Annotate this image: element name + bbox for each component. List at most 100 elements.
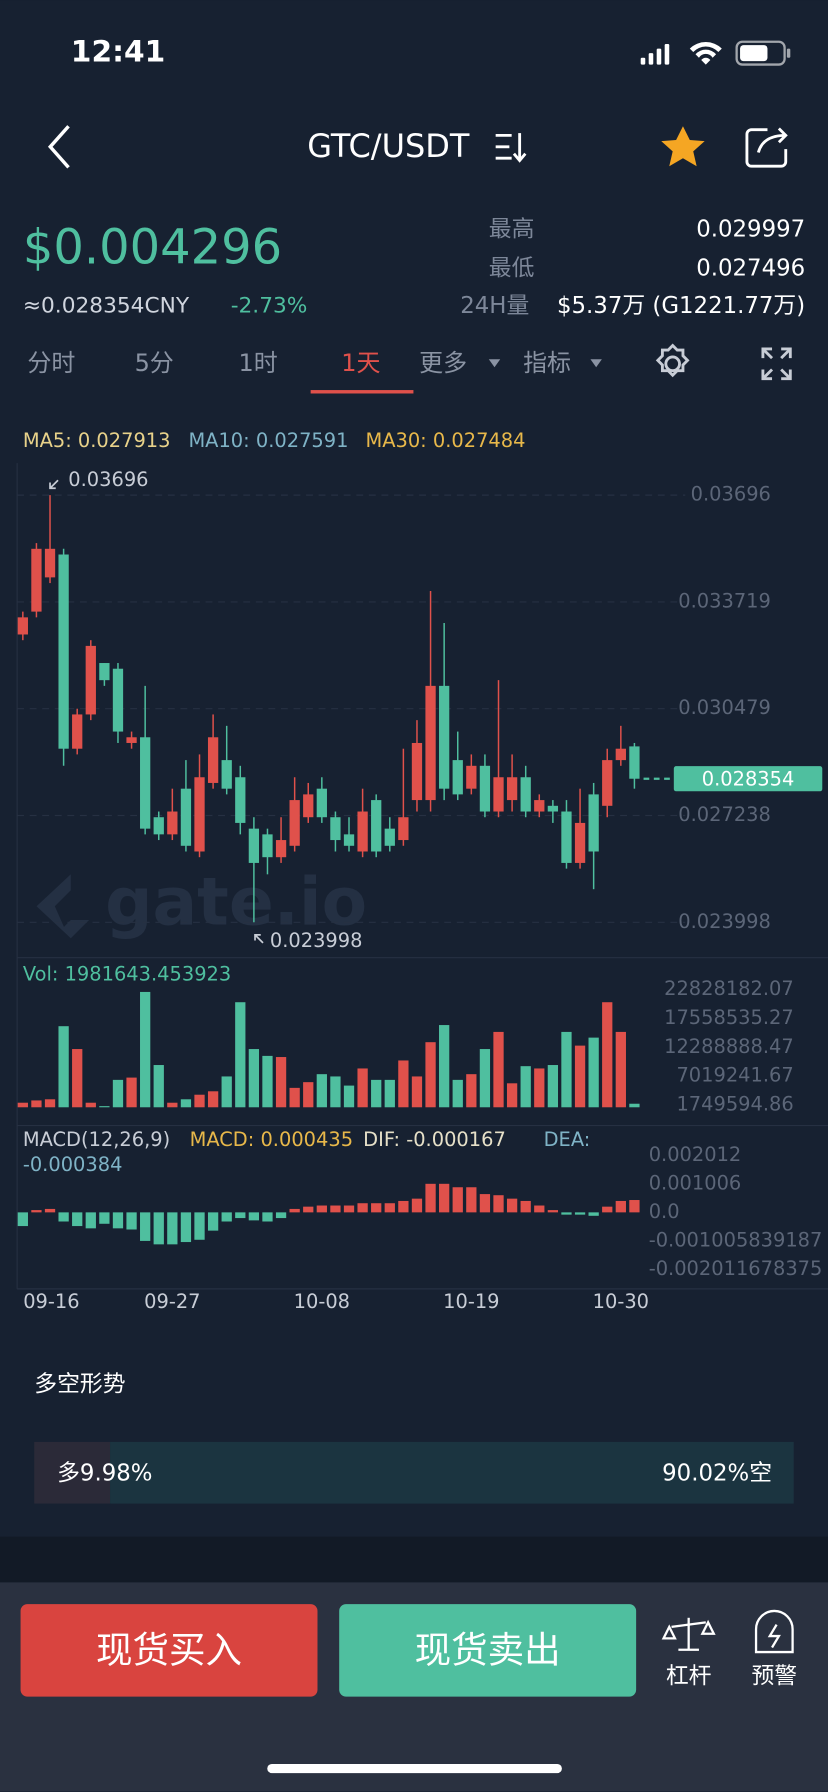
buy-label[interactable]: 现货买入 xyxy=(96,1629,242,1672)
macd-bar xyxy=(58,1212,69,1222)
short-label: 90.02%空 xyxy=(662,1460,772,1486)
settings-button[interactable] xyxy=(655,343,690,378)
macd-bar xyxy=(357,1203,368,1213)
macd-bar xyxy=(180,1212,192,1243)
candle-body xyxy=(534,800,545,812)
macd-bar xyxy=(493,1195,504,1213)
x-tick-label: 10-19 xyxy=(443,1290,499,1313)
macd-bar xyxy=(615,1200,626,1213)
volume-bar xyxy=(520,1066,531,1108)
status-icons xyxy=(640,40,791,66)
long-label: 多9.98% xyxy=(57,1460,152,1486)
y-tick-label: 0.03696 xyxy=(691,483,771,506)
macd-bar xyxy=(275,1212,287,1219)
min-arrow xyxy=(254,933,264,944)
macd-bar xyxy=(289,1208,300,1213)
interval-tab[interactable]: 更多 xyxy=(419,349,467,377)
macd-bar xyxy=(262,1212,273,1222)
share-button[interactable] xyxy=(745,127,788,168)
volume-bar xyxy=(72,1049,83,1108)
macd-bar xyxy=(330,1205,341,1213)
short-share xyxy=(110,1441,794,1504)
volume-bar xyxy=(534,1068,545,1108)
pair-title[interactable]: GTC/USDT xyxy=(307,127,470,165)
macd-tick-label: 0.001006 xyxy=(649,1171,742,1194)
dea-value: -0.000384 xyxy=(23,1153,123,1176)
price-cny: ≈0.028354CNY xyxy=(23,294,190,319)
macd-bar xyxy=(411,1198,423,1213)
alert-icon[interactable] xyxy=(754,1609,794,1654)
sell-button[interactable] xyxy=(339,1604,637,1697)
volume-bar xyxy=(180,1099,192,1108)
interval-tab[interactable]: 1天 xyxy=(341,349,380,377)
macd-bar xyxy=(547,1210,559,1213)
interval-tab[interactable]: 分时 xyxy=(27,349,75,377)
candle-body xyxy=(58,554,69,749)
candle-body xyxy=(371,800,382,852)
candle-body xyxy=(330,817,341,841)
min-annotation: 0.023998 xyxy=(270,929,363,952)
candle-body xyxy=(289,800,300,846)
candle-body xyxy=(167,811,178,835)
volume-bar xyxy=(343,1085,355,1108)
dropdown-arrow xyxy=(590,359,602,368)
macd-bar xyxy=(44,1208,56,1213)
active-tab-underline xyxy=(310,390,414,394)
sell-label[interactable]: 现货卖出 xyxy=(415,1629,561,1672)
buy-button[interactable] xyxy=(20,1604,318,1697)
macd-bar xyxy=(588,1212,599,1216)
macd-bar xyxy=(248,1212,260,1221)
macd-bar xyxy=(126,1212,137,1230)
margin-icon[interactable] xyxy=(661,1617,716,1651)
candle-body xyxy=(398,817,409,841)
volume-bar xyxy=(58,1026,69,1108)
volume-bar xyxy=(207,1091,219,1108)
macd-bar xyxy=(140,1212,151,1241)
max-annotation: 0.03696 xyxy=(68,468,148,491)
dif-label: DIF: -0.000167 xyxy=(363,1128,506,1151)
volume-bar xyxy=(466,1074,477,1108)
macd-bar xyxy=(452,1187,463,1213)
macd-tick-label: 0.0 xyxy=(649,1200,680,1223)
switch-pair-icon[interactable] xyxy=(495,133,527,163)
macd-tick-label: -0.002011678375 xyxy=(649,1257,823,1280)
candle-body xyxy=(574,822,586,863)
candle-body xyxy=(303,794,314,818)
favorite-star[interactable] xyxy=(661,126,705,167)
candle-body xyxy=(384,828,395,846)
interval-tab[interactable]: 5分 xyxy=(135,349,174,377)
volume-tick-label: 22828182.07 xyxy=(664,977,794,1000)
interval-tab[interactable]: 指标 xyxy=(523,349,571,377)
candle-body xyxy=(99,663,110,681)
candle-body xyxy=(493,777,504,812)
back-button[interactable] xyxy=(47,125,70,169)
last-price-tag xyxy=(673,766,823,792)
candle-body xyxy=(520,777,531,812)
macd-bar xyxy=(235,1212,246,1219)
volume-bar xyxy=(303,1082,314,1108)
volume-bar xyxy=(275,1057,287,1108)
candle-body xyxy=(439,685,450,789)
x-tick-label: 10-30 xyxy=(593,1290,649,1313)
candle-body xyxy=(262,834,273,858)
macd-bar xyxy=(602,1206,613,1213)
candle-body xyxy=(140,737,151,829)
volume-tick-label: 12288888.47 xyxy=(664,1035,794,1058)
volume-bar xyxy=(629,1103,640,1108)
dea-label: DEA: xyxy=(544,1128,591,1151)
margin-label[interactable]: 杠杆 xyxy=(666,1664,712,1690)
volume-bar xyxy=(153,1065,164,1108)
macd-bar xyxy=(425,1183,436,1213)
candle-body xyxy=(602,760,613,806)
ma-legend: MA30: 0.027484 xyxy=(365,429,525,452)
sentiment-title: 多空形势 xyxy=(34,1371,125,1397)
volume-bar xyxy=(588,1037,599,1108)
dropdown-arrow xyxy=(488,359,501,368)
volume-24h-label: 24H量 xyxy=(460,293,529,319)
volume-bar xyxy=(425,1042,436,1108)
interval-tab[interactable]: 1时 xyxy=(238,349,277,377)
alert-label[interactable]: 预警 xyxy=(751,1664,797,1690)
macd-bar xyxy=(520,1200,531,1213)
fullscreen-button[interactable] xyxy=(761,347,792,381)
